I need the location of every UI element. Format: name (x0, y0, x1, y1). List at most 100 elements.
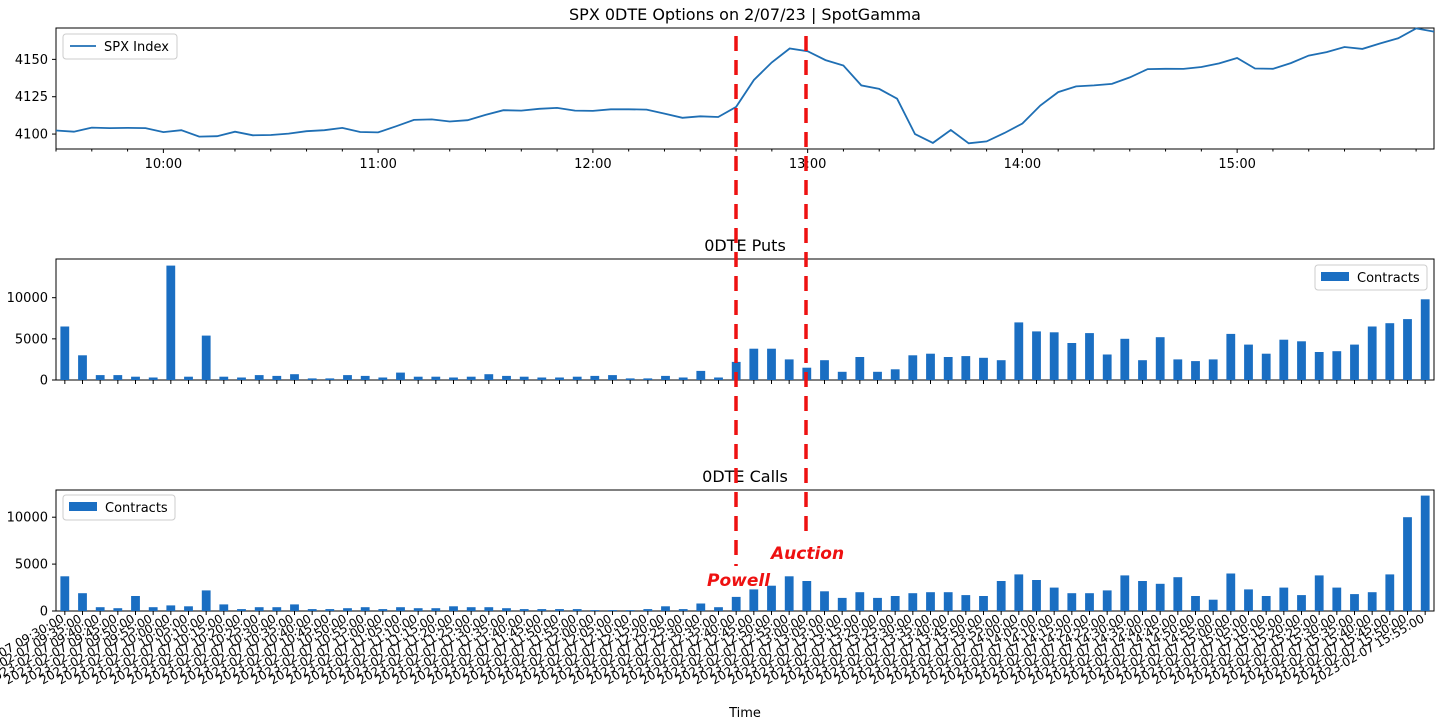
bar (537, 377, 547, 380)
bar (996, 360, 1006, 380)
spx-index-line (55, 27, 1435, 145)
auction-annotation: Auction (769, 544, 844, 564)
bar (1102, 590, 1112, 611)
bar (325, 609, 335, 611)
bar (413, 608, 423, 611)
bar (307, 378, 317, 380)
bar (1332, 587, 1342, 611)
bar (961, 595, 971, 611)
bar (466, 607, 476, 611)
bar (1297, 341, 1306, 380)
bar (1385, 574, 1395, 611)
bar (979, 357, 988, 380)
bar (784, 576, 794, 611)
legend-box (62, 33, 178, 60)
bar (1102, 354, 1112, 380)
bar (237, 609, 246, 611)
bar (95, 607, 105, 611)
y-tick-label: 10000 (7, 291, 48, 306)
bar (1032, 580, 1041, 611)
y-tick-label: 5000 (15, 332, 48, 347)
bar (1403, 319, 1412, 380)
bar (95, 375, 105, 380)
bar (290, 604, 299, 611)
calls-panel: 0DTE Calls 0 5000 10000 2023-02-07 09:30:0… (0, 467, 1435, 719)
x-tick-label: 12:00 (574, 157, 611, 172)
bar (837, 371, 847, 380)
bar (820, 360, 829, 380)
bar (254, 607, 264, 611)
calls-bars (60, 495, 1430, 611)
bar (449, 377, 458, 380)
bar (784, 359, 794, 380)
bar (608, 375, 617, 380)
bar (78, 355, 87, 380)
bar (1138, 581, 1147, 611)
bar (360, 607, 370, 611)
legend-box (62, 494, 176, 521)
bar (184, 606, 193, 611)
bar (1367, 592, 1377, 611)
y-tick-label: 10000 (7, 511, 48, 526)
bar (873, 371, 882, 380)
legend: Contracts (62, 494, 176, 521)
bar (449, 606, 458, 611)
bar (237, 377, 246, 380)
bar (60, 576, 70, 611)
plot-area (55, 489, 1435, 612)
bar (837, 597, 847, 611)
bar (625, 610, 635, 611)
bar (113, 608, 123, 611)
bar (201, 335, 211, 380)
bar (855, 357, 865, 380)
bar (1120, 575, 1130, 611)
bar (466, 376, 476, 380)
puts-title: 0DTE Puts (704, 236, 786, 255)
bar (1279, 339, 1289, 380)
bar (996, 581, 1006, 611)
bar (1049, 587, 1059, 611)
bar (431, 608, 441, 611)
bar (555, 377, 564, 380)
bar (378, 377, 388, 380)
bar (1385, 323, 1395, 380)
bar (767, 585, 776, 611)
bar (1138, 360, 1147, 380)
bar (1350, 344, 1359, 380)
bar (1085, 333, 1094, 380)
x-tick-label: 14:00 (1004, 157, 1041, 172)
bar (572, 609, 582, 611)
bar (873, 597, 882, 611)
bar (307, 609, 317, 611)
bar (714, 377, 723, 380)
y-tick-label: 0 (40, 605, 48, 620)
bar (731, 596, 741, 611)
bar (1191, 596, 1200, 611)
puts-panel: 0DTE Puts 0 5000 10000 Contracts (7, 236, 1435, 389)
bar (1085, 593, 1094, 611)
bar (272, 607, 282, 611)
bar (148, 377, 158, 380)
x-tick-label: 11:00 (359, 157, 396, 172)
bar (555, 609, 564, 611)
bar (802, 581, 812, 611)
bar (413, 376, 423, 380)
bar (166, 265, 176, 380)
bar (1155, 583, 1165, 611)
bar (1244, 344, 1253, 380)
event-markers: Powell Auction (707, 36, 844, 591)
legend: SPX Index (62, 33, 178, 60)
bar (1279, 587, 1289, 611)
x-axis (64, 380, 1426, 384)
bar (1226, 573, 1236, 611)
bar (749, 589, 759, 611)
bar (519, 376, 529, 380)
legend-bar-swatch (1321, 272, 1349, 281)
bar (131, 596, 140, 611)
plot-area (55, 258, 1435, 381)
legend: Contracts (1314, 264, 1428, 291)
legend-label: Contracts (1357, 271, 1420, 286)
bar (537, 609, 547, 611)
bar (572, 376, 582, 380)
y-tick-label: 4100 (15, 128, 48, 143)
